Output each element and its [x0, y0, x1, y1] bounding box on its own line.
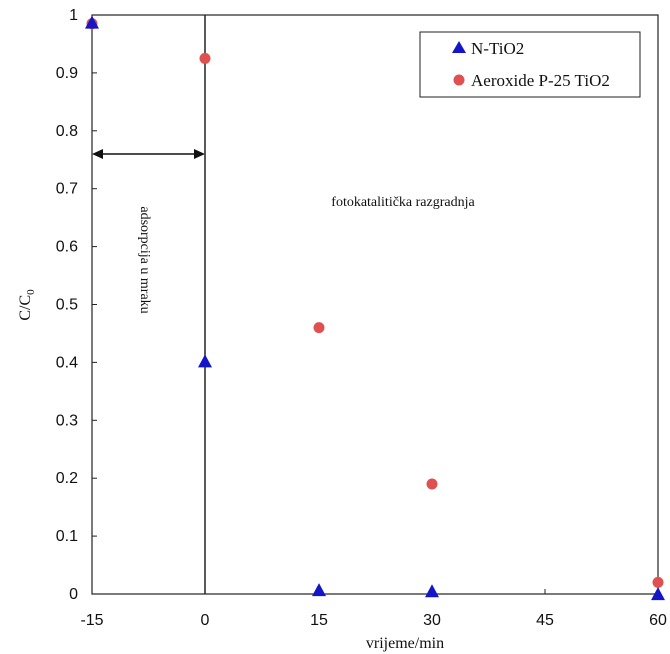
y-tick-label: 0.1	[56, 528, 78, 545]
y-tick-label: 0.8	[56, 123, 78, 140]
aeroxide-point	[199, 52, 211, 64]
n-tio2-point	[651, 587, 665, 601]
x-tick-label: 0	[201, 612, 210, 629]
y-tick-label: 0	[69, 586, 78, 603]
n-tio2-point	[85, 15, 99, 29]
x-axis-ticks: -15 0 15 30 45 60	[80, 589, 667, 629]
aeroxide-point	[426, 478, 438, 490]
aeroxide-point	[313, 322, 325, 334]
dark-adsorption-annotation: adsorpcija u mraku	[137, 206, 152, 313]
x-tick-label: 30	[423, 612, 441, 629]
legend-marker-n-tio2	[452, 41, 466, 53]
aeroxide-point	[652, 576, 664, 588]
n-tio2-point	[312, 583, 326, 597]
x-tick-label: 45	[536, 612, 554, 629]
legend-box	[419, 31, 641, 98]
legend-label-aeroxide: Aeroxide P-25 TiO2	[471, 71, 610, 90]
y-tick-label: 0.9	[56, 65, 78, 82]
x-axis-label: vrijeme/min	[366, 635, 444, 652]
y-tick-label: 0.2	[56, 470, 78, 487]
y-axis-label-main: C/C	[17, 295, 34, 321]
y-axis-label: C/C0	[17, 289, 37, 321]
y-axis-label-subscript: 0	[25, 289, 37, 295]
x-tick-label: 15	[310, 612, 328, 629]
dark-adsorption-arrow	[92, 149, 205, 159]
legend-marker-aeroxide	[453, 74, 465, 86]
y-tick-label: 0.7	[56, 181, 78, 198]
y-tick-label: 0.5	[56, 297, 78, 314]
photocatalysis-annotation: fotokatalitička razgradnja	[331, 195, 475, 210]
y-tick-label: 0.4	[56, 354, 78, 371]
y-tick-label: 0.3	[56, 412, 78, 429]
x-tick-label: 60	[649, 612, 667, 629]
legend-label-n-tio2: N-TiO2	[471, 39, 524, 58]
n-tio2-point	[425, 584, 439, 598]
legend: N-TiO2 Aeroxide P-25 TiO2	[419, 31, 641, 98]
y-tick-label: 0.6	[56, 239, 78, 256]
n-tio2-point	[198, 354, 212, 368]
data-series	[85, 15, 665, 601]
y-tick-label: 1	[69, 7, 78, 24]
plot-frame	[91, 14, 659, 595]
x-tick-label: -15	[80, 612, 103, 629]
y-axis-ticks: 0 0.1 0.2 0.3 0.4 0.5 0.6 0.7 0.8 0.9 1	[56, 7, 97, 603]
